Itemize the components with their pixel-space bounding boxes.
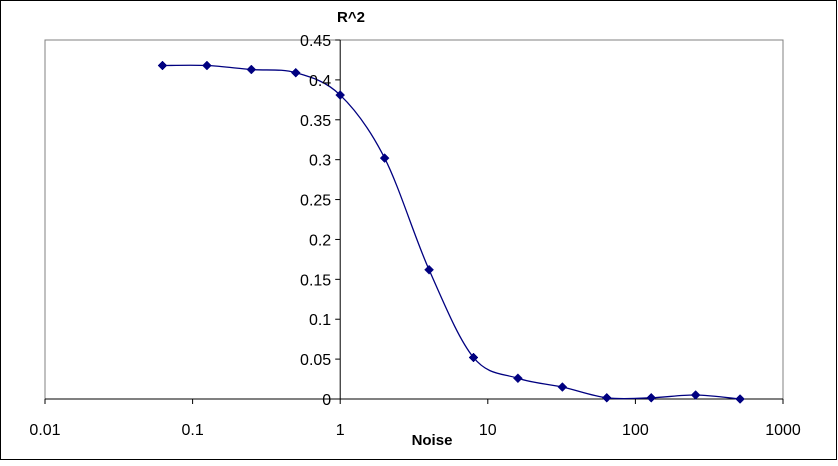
y-tick-label: 0.15 <box>300 272 331 289</box>
x-tick-label: 10 <box>479 422 497 439</box>
data-point-marker <box>202 60 212 71</box>
x-tick-label: 100 <box>622 422 649 439</box>
data-point-marker <box>379 153 390 163</box>
x-tick-label: 1 <box>336 422 345 439</box>
data-point-marker <box>601 392 612 403</box>
data-point-marker <box>335 90 346 100</box>
x-axis-title: Noise <box>412 432 453 449</box>
data-point-marker <box>690 390 701 400</box>
y-axis-title: R^2 <box>337 9 365 26</box>
y-tick-label: 0.25 <box>300 193 331 210</box>
y-tick-label: 0 <box>322 392 331 409</box>
y-tick-label: 0.45 <box>300 33 331 50</box>
series-layer <box>157 60 745 404</box>
x-tick-label: 1000 <box>765 422 801 439</box>
y-tick-label: 0.2 <box>309 232 331 249</box>
y-tick-label: 0.3 <box>309 153 331 170</box>
data-point-marker <box>424 264 434 275</box>
y-tick-label: 0.1 <box>309 312 331 329</box>
plot-area <box>44 39 784 400</box>
y-tick-label: 0.35 <box>300 113 331 130</box>
x-tick-label: 0.01 <box>29 422 60 439</box>
y-tick-label: 0.05 <box>300 352 331 369</box>
x-tick-label: 0.1 <box>181 422 203 439</box>
data-point-marker <box>290 67 301 78</box>
data-point-marker <box>468 352 479 363</box>
series-line <box>162 64 741 400</box>
data-point-marker <box>735 394 745 404</box>
data-point-marker <box>246 64 257 75</box>
data-point-marker <box>157 60 168 71</box>
data-point-marker <box>513 373 523 384</box>
data-point-marker <box>646 392 657 403</box>
y-tick-label: 0.4 <box>309 73 331 90</box>
labels-layer: 0.01 0.1 1 10 100 1000 0 0.05 0.1 0.15 0.2 0.25 0.3 0… <box>29 33 800 439</box>
data-point-marker <box>557 382 568 392</box>
